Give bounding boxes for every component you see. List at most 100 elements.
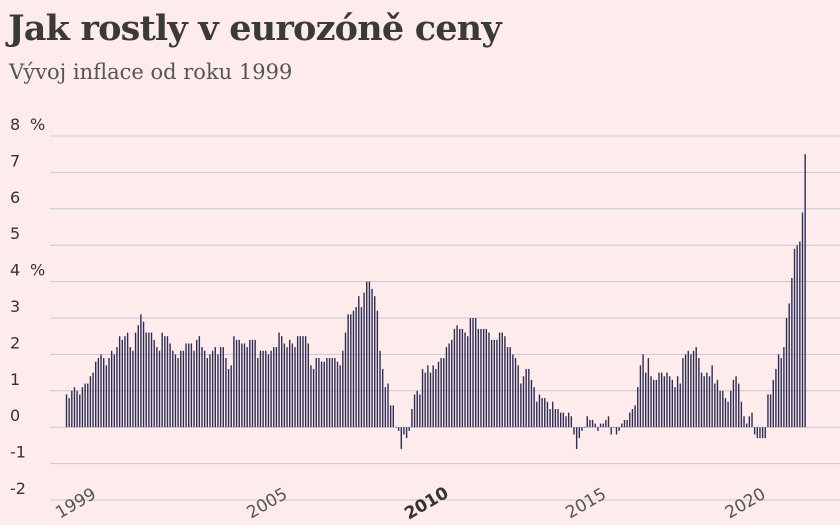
bar: [203, 350, 206, 428]
bar: [214, 347, 216, 428]
bar: [461, 328, 464, 428]
bar: [493, 339, 495, 428]
y-tick-label: -2: [10, 479, 26, 498]
bar: [320, 361, 323, 428]
bar: [501, 332, 503, 428]
bar: [334, 358, 336, 428]
bar: [690, 354, 692, 428]
bar: [243, 343, 246, 428]
bar: [525, 368, 527, 428]
bar: [498, 332, 501, 428]
bar: [544, 398, 546, 428]
bar: [583, 427, 586, 428]
bar: [706, 372, 708, 428]
bar: [132, 350, 134, 428]
bar: [735, 376, 737, 428]
bar: [650, 376, 652, 428]
bar: [291, 343, 294, 428]
bar: [217, 354, 219, 428]
bar: [79, 394, 81, 428]
bar: [235, 339, 238, 428]
bar: [610, 427, 612, 435]
bar: [355, 307, 357, 428]
bar: [310, 365, 312, 428]
bar: [488, 332, 490, 428]
bar: [368, 281, 371, 428]
bar: [195, 339, 198, 428]
bar: [278, 332, 280, 428]
bar: [621, 423, 623, 428]
bar: [344, 332, 347, 428]
bar: [363, 292, 365, 428]
bar: [121, 339, 123, 428]
bar: [286, 347, 288, 428]
bar: [772, 379, 774, 428]
bar: [222, 347, 224, 428]
bar: [474, 318, 477, 428]
bar: [467, 336, 469, 428]
bar: [753, 427, 756, 435]
bar: [103, 358, 105, 428]
bar: [100, 354, 102, 428]
bar: [366, 281, 368, 428]
bar: [374, 296, 376, 428]
bar: [727, 401, 729, 428]
bar: [105, 365, 108, 428]
bar: [599, 423, 602, 428]
x-axis-ticks: 1999 2005 2010 2015 2020: [52, 483, 769, 524]
bar: [251, 339, 254, 428]
bar: [419, 394, 421, 428]
bar: [259, 350, 262, 428]
bar: [549, 409, 551, 428]
bar: [336, 361, 339, 428]
bar: [708, 376, 711, 428]
bar: [97, 358, 100, 428]
bar: [156, 347, 158, 428]
bar: [440, 358, 442, 428]
bar: [84, 383, 86, 428]
y-tick-label: 7: [10, 151, 20, 170]
bar: [304, 336, 307, 428]
x-tick-label: 1999: [52, 484, 99, 523]
bar: [557, 409, 559, 428]
bar: [416, 390, 418, 428]
bar: [589, 419, 591, 428]
bar: [570, 416, 573, 428]
bar: [674, 387, 676, 428]
bar: [270, 350, 272, 428]
bar: [679, 383, 681, 428]
bar: [700, 372, 703, 428]
bar: [451, 339, 453, 428]
y-axis-ticks: 8 % 7 6 5 4 % 3 2 1 0 -1 -2: [10, 115, 45, 498]
bar: [296, 336, 299, 428]
y-tick-label: 5: [10, 224, 20, 243]
bar: [552, 401, 554, 428]
y-unit-label: %: [30, 115, 45, 134]
bar: [605, 419, 607, 428]
bar: [791, 277, 793, 428]
bar: [796, 245, 798, 428]
bar: [469, 318, 472, 428]
bar: [392, 405, 395, 428]
y-tick-label: 8: [10, 115, 20, 134]
bar: [209, 354, 211, 428]
bar: [554, 409, 557, 428]
bar: [413, 394, 416, 428]
bar: [477, 328, 480, 428]
bar: [421, 368, 424, 428]
bar: [432, 365, 434, 428]
bar: [745, 423, 748, 428]
bar: [177, 358, 179, 428]
bar: [578, 427, 580, 439]
bar: [581, 427, 583, 431]
bar: [730, 390, 732, 428]
bar: [92, 372, 94, 428]
bar: [626, 419, 628, 428]
bar: [703, 376, 705, 428]
chart-subtitle: Vývoj inflace od roku 1999: [9, 60, 293, 84]
bar: [405, 427, 408, 439]
bar: [780, 358, 782, 428]
bar: [172, 350, 174, 428]
bar: [315, 358, 317, 428]
